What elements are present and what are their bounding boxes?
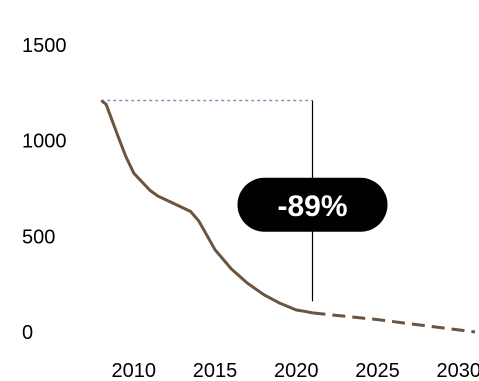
projection-line xyxy=(312,311,476,334)
x-tick-label: 2020 xyxy=(274,360,319,381)
x-tick-label: 2025 xyxy=(355,360,400,381)
annotation-label: -89% xyxy=(277,190,347,223)
y-tick-label: 1000 xyxy=(22,131,67,153)
annotation: -89% xyxy=(237,177,388,232)
data-line xyxy=(100,99,313,315)
x-tick-label: 2030 xyxy=(437,360,479,381)
x-axis: 2010 2015 2020 2025 2030 xyxy=(112,360,479,381)
x-tick-label: 2010 xyxy=(112,360,157,381)
annotation-badge xyxy=(237,177,388,232)
y-tick-label: 0 xyxy=(22,322,33,344)
y-axis: 0 500 1000 1500 xyxy=(22,35,67,344)
y-tick-label: 500 xyxy=(22,226,55,248)
x-tick-label: 2015 xyxy=(193,360,238,381)
y-tick-label: 1500 xyxy=(22,35,67,57)
series-lines xyxy=(100,99,476,334)
